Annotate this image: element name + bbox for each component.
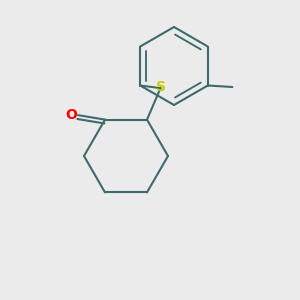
Text: S: S xyxy=(155,80,166,94)
Text: O: O xyxy=(65,108,77,122)
